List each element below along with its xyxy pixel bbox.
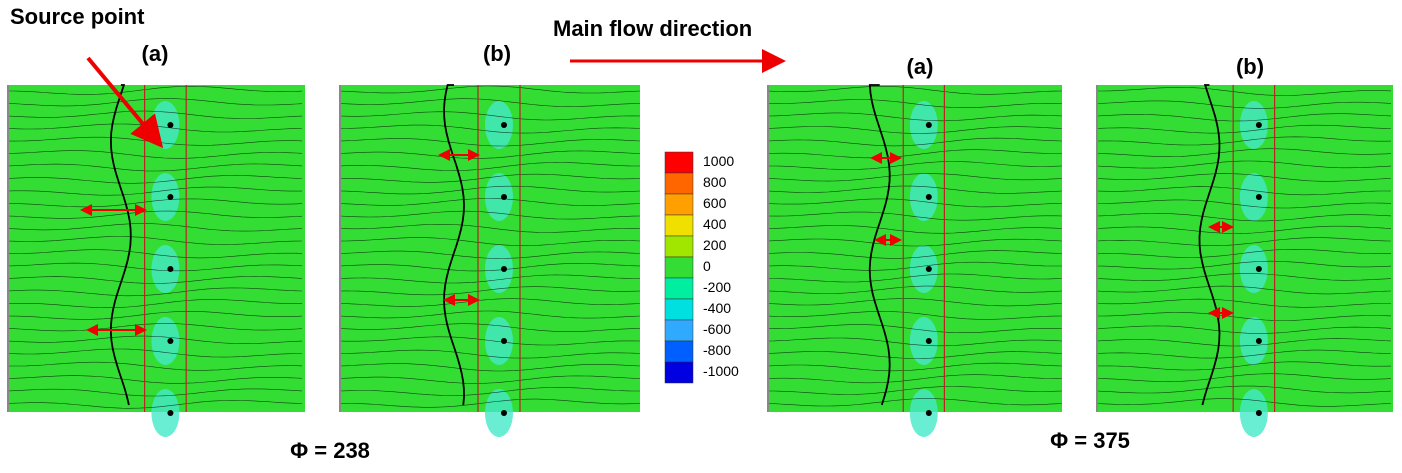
node	[1256, 266, 1262, 272]
node	[501, 266, 507, 272]
node	[926, 266, 932, 272]
colorbar-label: 600	[703, 195, 727, 211]
colorbar-swatch	[665, 236, 693, 257]
blob	[485, 389, 513, 437]
colorbar-swatch	[665, 257, 693, 278]
node	[167, 410, 173, 416]
page: {"annotations": {"source_point": "Source…	[0, 0, 1402, 468]
colorbar-label: 1000	[703, 153, 734, 169]
node	[926, 410, 932, 416]
colorbar-label: -800	[703, 342, 731, 358]
colorbar-label: 0	[703, 258, 711, 274]
node	[501, 122, 507, 128]
flow-label: Main flow direction	[553, 16, 752, 41]
panel-label: (a)	[907, 54, 934, 79]
colorbar-swatch	[665, 152, 693, 173]
panel-label: (b)	[1236, 54, 1264, 79]
blob	[485, 173, 513, 221]
colorbar-swatch	[665, 299, 693, 320]
panel-label: (a)	[142, 41, 169, 66]
node	[1256, 410, 1262, 416]
node	[1256, 194, 1262, 200]
panels	[8, 85, 1393, 437]
caption: Φ = 375	[1050, 428, 1130, 453]
blob	[910, 245, 938, 293]
blob	[1240, 317, 1268, 365]
node	[167, 266, 173, 272]
node	[926, 194, 932, 200]
colorbar-label: -1000	[703, 363, 739, 379]
colorbar-label: 200	[703, 237, 727, 253]
blob	[151, 245, 179, 293]
colorbar-label: -200	[703, 279, 731, 295]
figure: Source point Main flow direction (a) (b)…	[0, 0, 1402, 468]
node	[926, 122, 932, 128]
node	[1256, 338, 1262, 344]
blob	[485, 101, 513, 149]
node	[167, 122, 173, 128]
blob	[910, 173, 938, 221]
node	[1256, 122, 1262, 128]
blob	[910, 389, 938, 437]
blob	[151, 317, 179, 365]
node	[501, 410, 507, 416]
blob	[1240, 389, 1268, 437]
colorbar-swatch	[665, 320, 693, 341]
panel-label: (b)	[483, 41, 511, 66]
colorbar-label: 400	[703, 216, 727, 232]
caption: Φ = 238	[290, 438, 370, 463]
colorbar-label: -400	[703, 300, 731, 316]
node	[501, 338, 507, 344]
colorbar-label: 800	[703, 174, 727, 190]
colorbar-swatch	[665, 215, 693, 236]
colorbar-swatch	[665, 194, 693, 215]
source-point-label: Source point	[10, 4, 145, 29]
colorbar-swatch	[665, 341, 693, 362]
blob	[1240, 173, 1268, 221]
node	[167, 338, 173, 344]
colorbar: 1000 800 600 400 200 0 -200 -400 -600 -800 -1000	[665, 152, 739, 383]
node	[926, 338, 932, 344]
blob	[910, 101, 938, 149]
colorbar-swatch	[665, 173, 693, 194]
colorbar-label: -600	[703, 321, 731, 337]
colorbar-swatch	[665, 362, 693, 383]
colorbar-swatch	[665, 278, 693, 299]
